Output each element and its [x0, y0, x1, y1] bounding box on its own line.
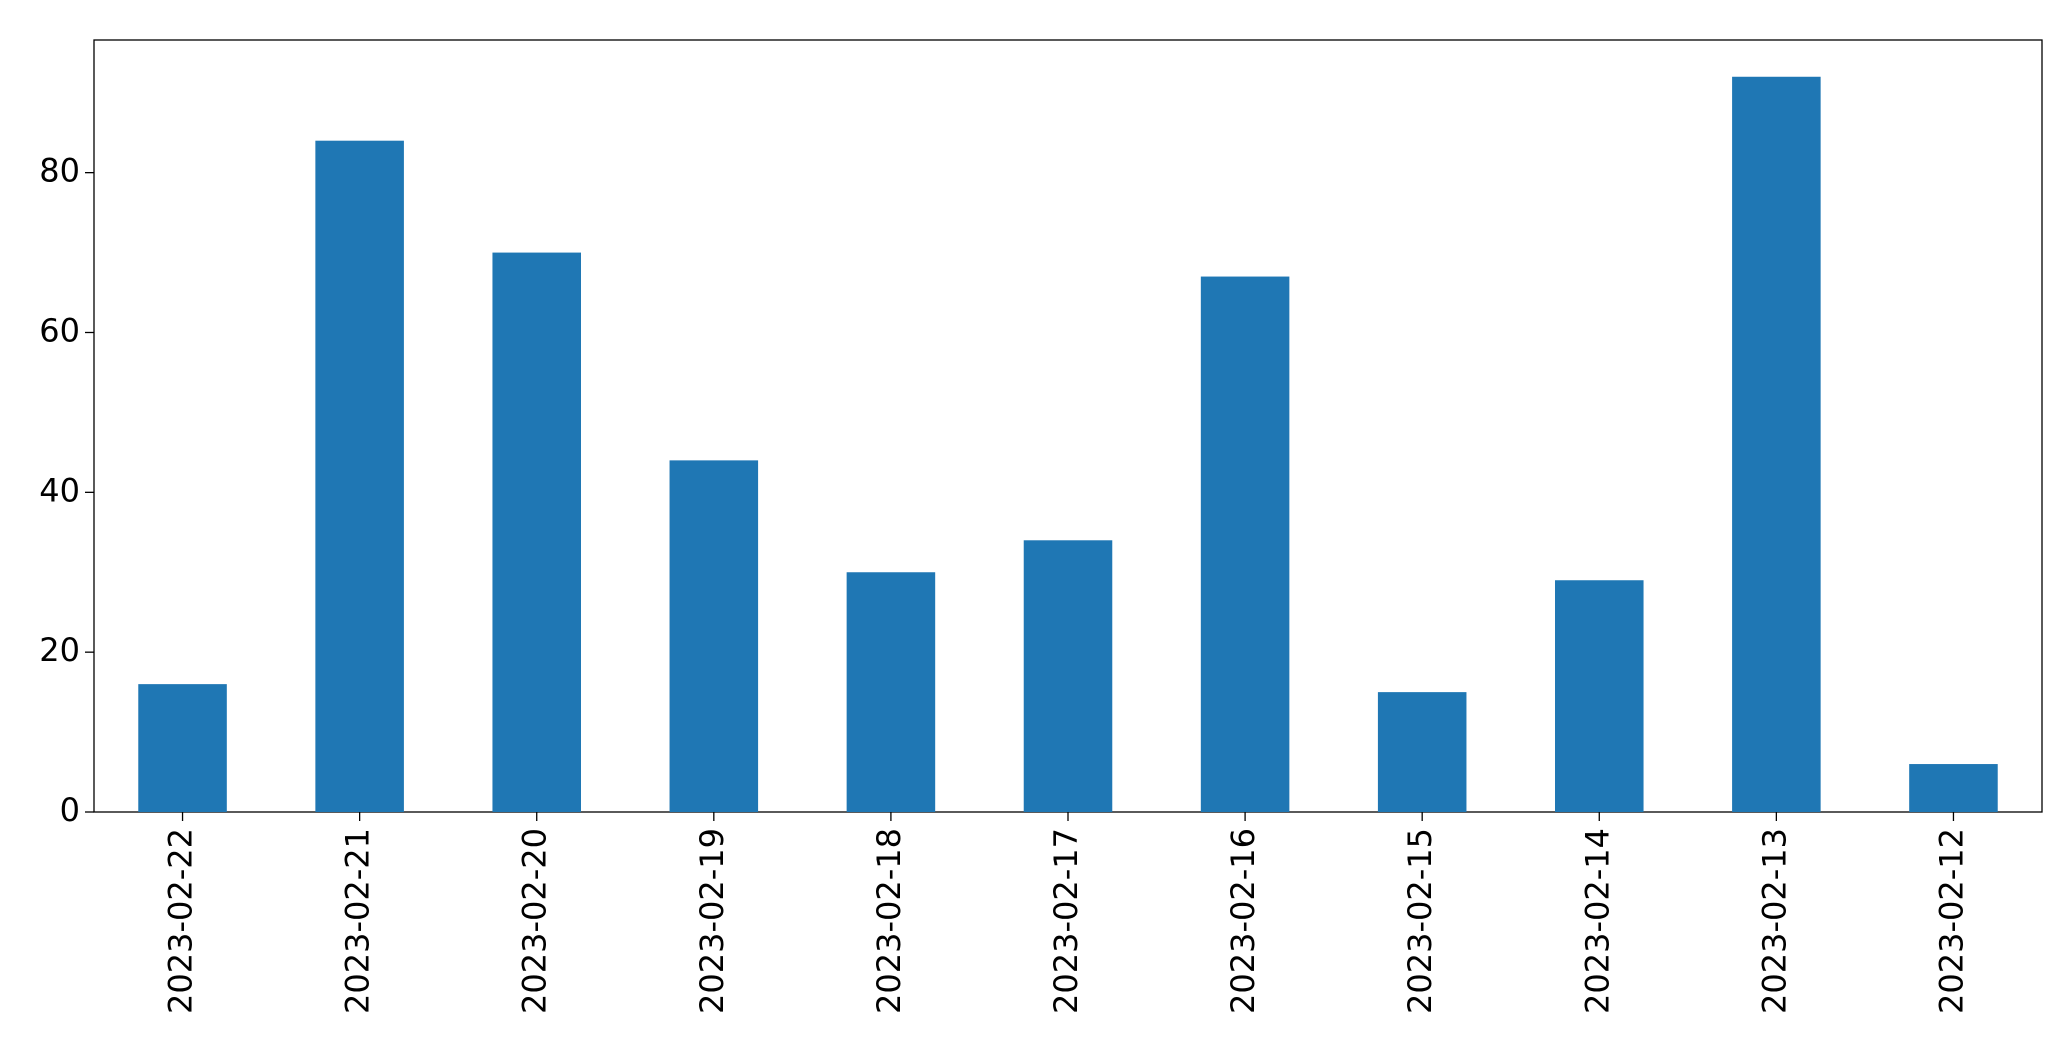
x-tick-label: 2023-02-18 — [870, 828, 908, 1014]
x-tick-label: 2023-02-12 — [1932, 828, 1970, 1014]
bar — [315, 140, 404, 812]
x-tick-label: 2023-02-17 — [1047, 828, 1085, 1014]
bar — [1377, 692, 1467, 812]
x-tick-label: 2023-02-14 — [1578, 828, 1616, 1014]
bar — [492, 252, 581, 812]
y-tick-label: 0 — [60, 791, 80, 829]
y-tick-label: 20 — [39, 631, 80, 669]
x-tick-label: 2023-02-20 — [516, 828, 554, 1014]
x-tick-label: 2023-02-13 — [1755, 828, 1793, 1014]
x-tick-label: 2023-02-16 — [1224, 828, 1262, 1014]
bar — [846, 572, 936, 812]
bar — [138, 684, 227, 812]
x-tick-label: 2023-02-21 — [339, 828, 377, 1014]
y-tick-label: 80 — [39, 152, 80, 190]
x-tick-label: 2023-02-19 — [693, 828, 731, 1014]
bar — [1200, 276, 1290, 812]
bar — [1732, 76, 1821, 812]
bar — [1555, 580, 1644, 812]
bar — [669, 460, 759, 812]
y-tick-label: 40 — [39, 471, 80, 509]
x-tick-label: 2023-02-15 — [1401, 828, 1439, 1014]
bar — [1023, 540, 1113, 812]
x-tick-label: 2023-02-22 — [162, 828, 200, 1014]
bar — [1909, 764, 1998, 812]
y-tick-label: 60 — [39, 311, 80, 349]
